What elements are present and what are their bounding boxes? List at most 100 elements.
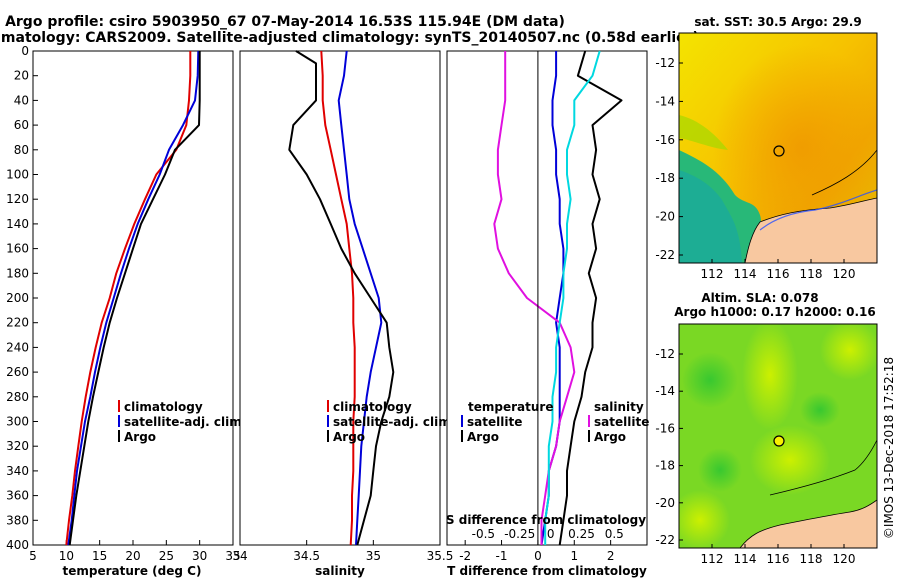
map-y-tick-label: -16 [655,421,675,435]
x-tick-label: 25 [159,549,174,563]
legend-swatch-satellite [118,415,120,427]
legend-label-climatology: climatology [124,400,203,414]
y-tick-label: 320 [6,439,29,453]
top-x-tick-label: 0.5 [605,527,624,541]
legend-swatch-climatology [118,400,120,412]
map-y-tick-label: -22 [655,248,675,262]
legend-label-t-satellite: satellite [467,415,522,429]
sla-low-2 [698,448,742,492]
legend-title-salinity: salinity [594,400,644,414]
map-y-tick-label: -12 [655,56,675,70]
figure-title-line2: Climatology: CARS2009. Satellite-adjuste… [0,30,699,46]
x-tick-label: 0 [534,549,542,563]
legend-swatch-satellite [327,415,329,427]
y-tick-label: 400 [6,538,29,552]
difference-legend-temperature: temperature satellite Argo [461,400,553,444]
y-tick-label: 80 [14,143,29,157]
map-y-tick-label: -14 [655,94,675,108]
y-tick-label: 300 [6,415,29,429]
temperature-y-ticks: 0 20 40 60 80 100 120 140 160 180 200 220 240 260 280 3… [6,44,38,552]
sla-high-4 [679,490,730,548]
legend-label-argo: Argo [333,430,365,444]
map-x-tick-label: 116 [767,552,790,566]
legend-swatch-s-satellite [588,415,590,427]
x-tick-label: 34 [232,549,247,563]
y-tick-label: 160 [6,242,29,256]
legend-swatch-climatology [327,400,329,412]
difference-top-x-label: S difference from climatology [446,513,646,527]
y-tick-label: 40 [14,93,29,107]
series-line-argo [68,51,201,546]
sla-contour [769,439,877,496]
y-tick-label: 360 [6,489,29,503]
temperature-x-label: temperature (deg C) [63,564,202,578]
x-tick-label: 35 [366,549,381,563]
legend-label-t-argo: Argo [467,430,499,444]
legend-label-climatology: climatology [333,400,412,414]
y-tick-label: 340 [6,464,29,478]
map-y-tick-label: -18 [655,171,675,185]
y-tick-label: 240 [6,340,29,354]
map-y-tick-label: -12 [655,347,675,361]
map-y-tick-label: -18 [655,459,675,473]
salinity-legend: climatology satellite-adj. clim. Argo [327,400,455,444]
sst-map-ticks: 112 114 116 118 120 -12 -14 -16 -18 -20 -22 [655,56,855,281]
salinity-x-label: salinity [315,564,365,578]
map-y-tick-label: -20 [655,210,675,224]
sst-shelf-edge [759,189,877,231]
difference-panel: -2 -1 0 1 2 T difference from climatology S … [446,50,649,578]
x-tick-label: 34.5 [293,549,320,563]
sla-map-title-line2: Argo h1000: 0.17 h2000: 0.16 [674,305,875,319]
sla-high-1 [742,324,798,430]
x-tick-label: 1 [570,549,578,563]
legend-swatch-t-argo [461,430,463,442]
x-tick-label: 35 [225,549,240,563]
legend-label-satellite: satellite-adj. clim. [333,415,455,429]
argo-location-marker-sla [773,435,785,447]
x-tick-label: 20 [125,549,140,563]
legend-label-s-argo: Argo [594,430,626,444]
sst-map-title: sat. SST: 30.5 Argo: 29.9 [694,15,861,29]
legend-label-s-satellite: satellite [594,415,649,429]
temperature-panel: 0 20 40 60 80 100 120 140 160 180 200 220 240 260 280 3… [6,44,246,578]
x-tick-label: 35.5 [427,549,454,563]
legend-label-satellite: satellite-adj. clim. [124,415,246,429]
sla-land [739,499,877,548]
difference-axes-frame [446,50,648,546]
x-tick-label: 10 [59,549,74,563]
salinity-series [288,50,395,546]
legend-swatch-t-satellite [461,415,463,427]
y-tick-label: 20 [14,69,29,83]
sla-high-2 [820,324,877,380]
x-tick-label: 30 [192,549,207,563]
footer-copyright: ©IMOS 13-Dec-2018 17:52:18 [882,357,896,539]
difference-series [493,50,623,546]
map-x-tick-label: 116 [767,267,790,281]
map-x-tick-label: 112 [701,267,724,281]
legend-swatch-argo [327,430,329,442]
temperature-legend: climatology satellite-adj. clim. Argo [118,400,246,444]
series-line-s-satellite [493,51,576,545]
sla-high-3 [750,425,830,495]
map-x-tick-label: 120 [833,267,856,281]
map-y-tick-label: -22 [655,533,675,547]
y-tick-label: 180 [6,266,29,280]
difference-legend-salinity: salinity satellite Argo [588,400,649,444]
x-tick-label: 2 [607,549,615,563]
y-tick-label: 60 [14,118,29,132]
sst-map: sat. SST: 30.5 Argo: 29.9 112 114 116 118 12… [655,15,878,281]
temperature-series [65,50,201,546]
legend-label-argo: Argo [124,430,156,444]
difference-x-label: T difference from climatology [447,564,647,578]
map-x-tick-label: 120 [833,552,856,566]
salinity-x-ticks: 34 34.5 35 35.5 [232,540,453,563]
salinity-axes-frame [239,50,441,546]
top-x-tick-label: -0.25 [504,527,535,541]
top-x-tick-label: 0.25 [568,527,595,541]
top-x-tick-label: -0.5 [472,527,495,541]
series-line-climatology [65,51,192,546]
map-y-tick-label: -20 [655,496,675,510]
x-tick-label: 5 [29,549,37,563]
sst-cool-core [679,170,742,263]
sst-land [744,197,877,263]
